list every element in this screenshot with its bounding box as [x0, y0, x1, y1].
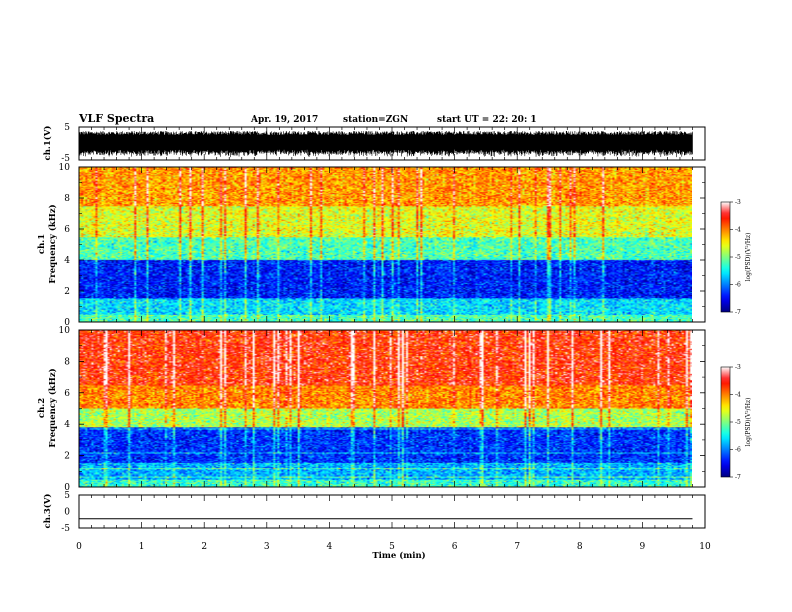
ch1-ytick-neg5: -5 — [61, 154, 70, 164]
x-tick-label: 1 — [139, 542, 145, 552]
ch3-ytick-label: 0 — [64, 508, 70, 518]
x-tick-label: 8 — [577, 542, 583, 552]
ch1-spectrogram-panel: ch.1 Frequency (kHz) 0 2 4 6 8 10 -3 -4 -5 -6 -7 … — [37, 163, 752, 328]
ch2-spectrogram-panel: ch.2 Frequency (kHz) 0 2 4 6 8 10 -3 -4 -5 -6 -7 … — [37, 326, 752, 493]
ch2-spectrogram-ytick-label: 4 — [64, 420, 70, 430]
ch2-colorbar: -3 -4 -5 -6 -7 log(PSD)(V²/Hz) — [720, 364, 752, 481]
ch2-colorbar-tick-label: -3 — [735, 364, 741, 371]
date-label: Apr. 19, 2017 — [250, 115, 318, 125]
x-tick-label: 2 — [201, 542, 207, 552]
ch2-colorbar-tick-label: -6 — [735, 447, 741, 454]
ch2-spectrogram-image — [79, 330, 692, 487]
ch1-colorbar-tick-label: -4 — [735, 227, 741, 234]
ch2-colorbar-gradient — [720, 366, 731, 478]
ch1-waveform-line — [78, 130, 693, 158]
ch2-spectrogram-ytick-label: 6 — [64, 389, 70, 399]
ch1-waveform-ylabel: ch.1(V) — [42, 126, 53, 161]
x-tick-label: 7 — [514, 542, 520, 552]
ch2-spectrogram-ytick-label: 2 — [64, 452, 70, 462]
ch2-colorbar-tick-label: -5 — [735, 419, 741, 426]
x-tick-label: 9 — [640, 542, 646, 552]
ch1-spectrogram-ytick-label: 6 — [64, 225, 70, 235]
ch1-ytick-5: 5 — [64, 123, 70, 133]
ch2-colorbar-label: log(PSD)(V²/Hz) — [745, 398, 752, 447]
ch3-ytick-label: -5 — [61, 524, 70, 534]
ch1-colorbar-tick-label: -6 — [735, 282, 741, 289]
ch1-spectrogram-ytick-label: 10 — [59, 163, 71, 173]
ch1-spectrogram-ytick-label: 0 — [64, 318, 70, 328]
ch2-spectrogram-ylabel-freq: Frequency (kHz) — [47, 368, 58, 447]
x-tick-label: 6 — [452, 542, 458, 552]
ch2-spectrogram-ylabel-channel: ch.2 — [37, 398, 47, 418]
ch2-spectrogram-ytick-label: 8 — [64, 357, 70, 367]
ch2-colorbar-tick-label: -7 — [735, 474, 741, 481]
ch1-spectrogram-ylabel-channel: ch.1 — [37, 234, 47, 254]
x-tick-label: 4 — [327, 542, 333, 552]
ch1-spectrogram-ytick-label: 2 — [64, 287, 70, 297]
ch3-waveform-ylabel: ch.3(V) — [42, 494, 53, 529]
time-axis-label: Time (min) — [372, 550, 425, 561]
time-axis: 0 1 2 3 4 5 6 7 8 9 10 — [76, 127, 711, 552]
x-tick-label: 0 — [76, 542, 82, 552]
ch2-spectrogram-ytick-label: 10 — [59, 326, 71, 336]
ch1-spectrogram-image — [79, 167, 692, 322]
ch1-colorbar-tick-label: -5 — [735, 254, 741, 261]
ch2-colorbar-tick-label: -4 — [735, 392, 741, 399]
ch1-spectrogram-ytick-label: 8 — [64, 194, 70, 204]
ch1-colorbar-tick-label: -3 — [735, 199, 741, 206]
ch1-colorbar-tick-label: -7 — [735, 309, 741, 316]
ch1-spectrogram-ytick-label: 4 — [64, 256, 70, 266]
figure-title: VLF Spectra — [78, 112, 154, 125]
ch2-spectrogram-ytick-label: 0 — [64, 483, 70, 493]
x-tick-label: 3 — [264, 542, 270, 552]
x-tick-label: 10 — [699, 542, 711, 552]
x-tick-label: 5 — [389, 542, 395, 552]
station-label: station=ZGN — [343, 115, 408, 125]
ch1-colorbar: -3 -4 -5 -6 -7 log(PSD)(V²/Hz) — [720, 199, 752, 316]
ch3-ytick-label: 5 — [64, 491, 70, 501]
ch1-spectrogram-ylabel-freq: Frequency (kHz) — [47, 204, 58, 283]
start-time-label: start UT = 22: 20: 1 — [437, 115, 537, 125]
ch1-colorbar-label: log(PSD)(V²/Hz) — [745, 233, 752, 282]
ch1-colorbar-gradient — [720, 201, 731, 313]
